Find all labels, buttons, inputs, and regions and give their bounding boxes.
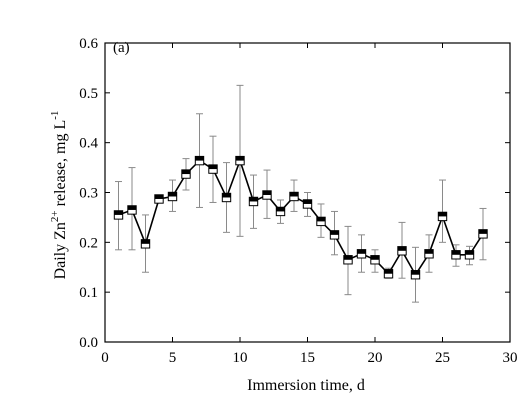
marker-fill <box>330 230 339 235</box>
series-line <box>118 158 484 277</box>
marker-fill <box>424 249 434 254</box>
axis-labels: (a) Immersion time, d Daily Zn2+ release… <box>49 40 365 394</box>
axis-ticks: 0 5 10 15 20 25 30 0.0 0.1 0.2 0.3 0.4 0.5 0.6 <box>79 36 517 366</box>
data-markers <box>113 155 488 280</box>
marker-fill <box>208 164 218 170</box>
data-point-marker <box>154 194 164 204</box>
x-tick-label: 30 <box>503 350 518 366</box>
x-tick-label: 10 <box>233 350 248 366</box>
marker-fill <box>249 197 258 202</box>
marker-fill <box>451 250 461 255</box>
data-point-marker <box>397 246 407 256</box>
data-point-marker <box>424 249 434 259</box>
y-axis-title-prefix: Daily Zn <box>52 222 69 279</box>
y-tick-label: 0.1 <box>79 285 98 301</box>
marker-fill <box>343 255 353 260</box>
data-point-marker <box>248 196 259 207</box>
marker-fill <box>411 270 420 275</box>
error-bar <box>439 179 446 243</box>
x-tick-label: 0 <box>101 350 109 366</box>
data-point-marker <box>167 191 178 202</box>
marker-fill <box>262 190 272 195</box>
marker-fill <box>114 210 123 215</box>
marker-fill <box>289 192 299 197</box>
data-point-marker <box>329 230 340 240</box>
marker-fill <box>357 249 366 254</box>
marker-fill <box>397 246 407 251</box>
marker-fill <box>168 192 177 197</box>
marker-fill <box>370 255 380 260</box>
x-tick-label: 25 <box>435 350 450 366</box>
data-point-marker <box>221 192 232 203</box>
marker-fill <box>465 250 474 255</box>
y-axis-title-unit-superscript: -1 <box>49 111 61 120</box>
marker-fill <box>235 156 245 161</box>
x-axis-title: Immersion time, d <box>247 377 365 394</box>
marker-fill <box>478 229 488 234</box>
y-tick-label: 0.6 <box>79 36 98 52</box>
data-point-marker <box>302 199 313 209</box>
data-point-marker <box>140 239 151 249</box>
y-tick-label: 0.2 <box>79 235 98 251</box>
marker-fill <box>303 199 312 204</box>
data-point-marker <box>181 169 191 179</box>
data-point-marker <box>410 270 421 280</box>
data-point-marker <box>275 206 286 217</box>
marker-fill <box>276 207 285 212</box>
y-tick-label: 0.0 <box>79 335 98 351</box>
marker-fill <box>222 193 231 198</box>
data-point-marker <box>370 255 380 265</box>
x-tick-label: 15 <box>300 350 315 366</box>
y-axis-title: Daily Zn2+ release, mg L-1 <box>49 111 69 280</box>
marker-fill <box>316 217 326 222</box>
marker-fill <box>438 212 447 217</box>
data-point-marker <box>343 255 353 265</box>
y-axis-title-superscript: 2+ <box>49 210 61 222</box>
data-point-marker <box>113 210 124 220</box>
data-point-marker <box>356 249 367 259</box>
x-tick-label: 20 <box>368 350 383 366</box>
data-point-marker <box>289 191 299 202</box>
marker-fill <box>154 194 164 199</box>
data-point-marker <box>262 190 272 200</box>
marker-fill <box>384 269 393 274</box>
data-point-marker <box>451 250 461 260</box>
series-polyline <box>118 158 484 277</box>
data-point-marker <box>437 211 448 222</box>
marker-fill <box>195 156 204 161</box>
y-tick-label: 0.4 <box>79 136 98 152</box>
data-point-marker <box>464 250 475 260</box>
x-tick-label: 5 <box>169 350 177 366</box>
marker-fill <box>127 205 137 210</box>
y-tick-label: 0.5 <box>79 86 98 102</box>
data-point-marker <box>235 155 245 166</box>
panel-label: (a) <box>113 40 130 56</box>
data-point-marker <box>208 164 218 174</box>
y-axis-title-middle: release, mg L <box>52 120 69 211</box>
marker-fill <box>141 239 150 244</box>
marker-fill <box>181 169 191 175</box>
y-tick-label: 0.3 <box>79 186 98 202</box>
data-point-marker <box>478 229 488 239</box>
data-point-marker <box>316 216 326 227</box>
data-point-marker <box>383 269 394 279</box>
data-point-marker <box>194 155 205 166</box>
data-point-marker <box>127 205 137 215</box>
